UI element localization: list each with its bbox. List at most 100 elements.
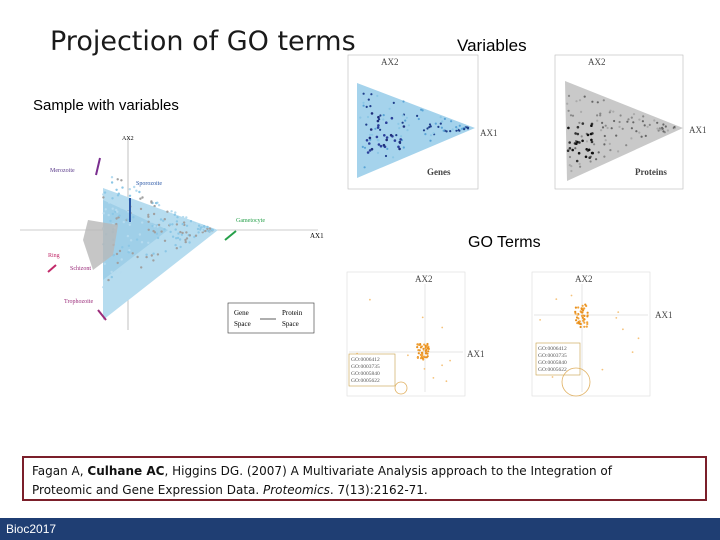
scatter-dot bbox=[581, 304, 584, 307]
scatter-dot bbox=[128, 194, 132, 197]
scatter-dot bbox=[185, 237, 189, 240]
scatter-dot bbox=[150, 220, 153, 223]
scatter-dot bbox=[576, 125, 580, 129]
scatter-dot bbox=[402, 100, 405, 103]
scatter-dot bbox=[571, 148, 574, 152]
scatter-dot bbox=[370, 147, 374, 151]
scatter-dot bbox=[578, 141, 581, 144]
scatter-dot bbox=[390, 116, 394, 120]
scatter-dot bbox=[463, 128, 466, 131]
scatter-dot bbox=[404, 119, 407, 122]
scatter-dot bbox=[432, 132, 435, 135]
scatter-dot bbox=[175, 223, 179, 226]
scatter-dot bbox=[376, 151, 380, 154]
scatter-dot bbox=[176, 216, 179, 219]
scatter-dot bbox=[197, 224, 201, 227]
scatter-dot bbox=[583, 95, 586, 98]
scatter-dot bbox=[422, 349, 425, 352]
scatter-dot bbox=[140, 266, 143, 269]
scatter-dot bbox=[110, 181, 114, 184]
scatter-dot bbox=[578, 121, 581, 124]
scatter-dot bbox=[362, 104, 365, 107]
scatter-dot bbox=[429, 125, 432, 128]
scatter-dot bbox=[363, 146, 367, 149]
scatter-dot bbox=[575, 159, 579, 163]
scatter-dot bbox=[139, 207, 143, 211]
scatter-dot bbox=[179, 230, 182, 234]
scatter-dot bbox=[417, 349, 420, 352]
scatter-dot bbox=[110, 176, 114, 179]
scatter-dot bbox=[625, 144, 628, 147]
scatter-dot bbox=[555, 298, 558, 300]
scatter-dot bbox=[630, 127, 633, 130]
scatter-dot bbox=[600, 129, 603, 132]
scatter-dot bbox=[419, 357, 423, 360]
scatter-dot bbox=[581, 122, 585, 125]
scatter-dot bbox=[582, 309, 585, 312]
scatter-dot bbox=[365, 139, 369, 142]
scatter-dot bbox=[169, 230, 172, 234]
scatter-dot bbox=[416, 114, 419, 117]
scatter-dot bbox=[580, 307, 583, 310]
scatter-dot bbox=[157, 204, 161, 207]
scatter-dot bbox=[110, 275, 114, 279]
scatter-dot bbox=[188, 223, 191, 226]
scatter-dot bbox=[455, 126, 458, 129]
scatter-dot bbox=[206, 225, 209, 229]
scatter-dot bbox=[419, 346, 422, 349]
scatter-dot bbox=[164, 214, 167, 217]
scatter-dot bbox=[384, 154, 388, 158]
scatter-dot bbox=[126, 234, 130, 238]
go-gene-term-1: GO:0006412 bbox=[351, 357, 380, 363]
scatter-dot bbox=[579, 325, 582, 329]
scatter-dot bbox=[397, 145, 400, 149]
scatter-dot bbox=[586, 315, 589, 318]
scatter-dot bbox=[599, 112, 602, 115]
scatter-dot bbox=[194, 234, 198, 237]
go-protein-term-2: GO:0003735 bbox=[538, 353, 567, 359]
genes-points bbox=[359, 92, 470, 169]
scatter-dot bbox=[111, 191, 114, 195]
scatter-dot bbox=[155, 232, 159, 235]
scatter-dot bbox=[569, 114, 573, 117]
scatter-dot bbox=[606, 126, 609, 130]
scatter-dot bbox=[577, 317, 580, 320]
go-terms-protein-plot: AX2 AX1 GO:0006412 GO:0003735 GO:0005840… bbox=[530, 270, 690, 398]
trophozoite-arrow bbox=[97, 309, 107, 321]
scatter-dot bbox=[632, 121, 635, 124]
scatter-dot bbox=[422, 355, 425, 358]
scatter-dot bbox=[107, 213, 110, 217]
scatter-dot bbox=[175, 247, 178, 250]
scatter-dot bbox=[632, 113, 636, 116]
scatter-dot bbox=[586, 311, 589, 314]
scatter-dot bbox=[115, 188, 118, 191]
scatter-dot bbox=[185, 231, 188, 234]
scatter-dot bbox=[178, 238, 182, 241]
scatter-dot bbox=[398, 140, 402, 144]
scatter-dot bbox=[376, 126, 380, 129]
scatter-dot bbox=[103, 191, 107, 194]
scatter-dot bbox=[163, 218, 166, 221]
scatter-dot bbox=[181, 222, 184, 226]
scatter-dot bbox=[417, 343, 420, 346]
scatter-dot bbox=[152, 259, 155, 262]
scatter-dot bbox=[147, 241, 150, 244]
go-protein-highlight-circle bbox=[561, 367, 591, 397]
sample-cloud-core bbox=[103, 200, 168, 280]
scatter-dot bbox=[584, 155, 588, 159]
scatter-dot bbox=[122, 220, 126, 224]
sample-biplot-svg: AX2 AX1 Merozoite Sporozoite Gametocyte … bbox=[20, 136, 324, 334]
scatter-dot bbox=[400, 135, 403, 138]
scatter-dot bbox=[367, 98, 370, 101]
scatter-dot bbox=[377, 115, 380, 119]
scatter-dot bbox=[104, 208, 107, 211]
scatter-dot bbox=[385, 121, 388, 124]
scatter-dot bbox=[441, 120, 444, 123]
scatter-dot bbox=[575, 100, 578, 103]
scatter-dot bbox=[176, 236, 180, 240]
scatter-dot bbox=[421, 357, 424, 360]
scatter-dot bbox=[166, 210, 169, 213]
scatter-dot bbox=[449, 130, 452, 133]
scatter-dot bbox=[370, 112, 374, 115]
scatter-dot bbox=[151, 224, 154, 228]
